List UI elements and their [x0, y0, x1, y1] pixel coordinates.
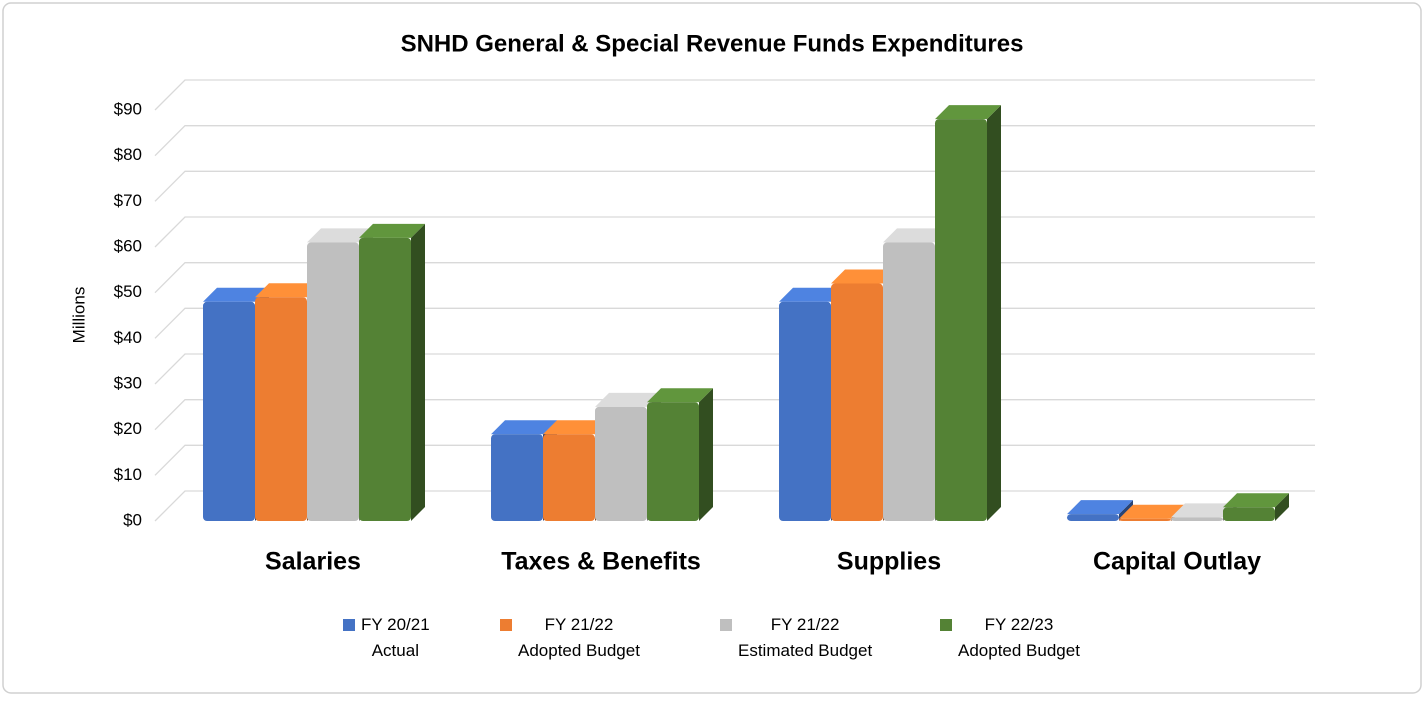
bar [595, 406, 647, 521]
y-tick-label: $0 [123, 510, 142, 529]
bar [647, 402, 699, 521]
bar-side [411, 223, 425, 521]
bar [491, 434, 543, 521]
legend-label: FY 22/23 Adopted Budget [958, 615, 1080, 660]
bar-top [831, 269, 897, 284]
bar [307, 242, 359, 521]
y-tick-label: $40 [114, 328, 142, 347]
y-tick-label: $90 [114, 99, 142, 118]
bar-top [1223, 493, 1289, 508]
bar-side [987, 105, 1001, 521]
x-tick-label: Taxes & Benefits [501, 548, 701, 576]
legend-swatch [500, 619, 512, 631]
bar-top [1067, 500, 1133, 515]
bar-top [1171, 503, 1237, 518]
bar [1223, 507, 1275, 521]
bar-top [491, 420, 557, 435]
x-tick-label: Capital Outlay [1093, 548, 1261, 576]
bar [543, 434, 595, 521]
bar [1119, 518, 1171, 521]
bar [883, 242, 935, 521]
chart-title: SNHD General & Special Revenue Funds Exp… [401, 30, 1024, 57]
bar-side [699, 388, 713, 521]
bar-top [883, 228, 949, 243]
y-tick-label: $30 [114, 373, 142, 392]
y-tick-label: $70 [114, 191, 142, 210]
bar-top [647, 388, 713, 403]
y-axis-label: Millions [69, 287, 88, 344]
legend-swatch [720, 619, 732, 631]
bar [255, 297, 307, 521]
legend-swatch [343, 619, 355, 631]
bar-top [595, 392, 661, 407]
legend-swatch [940, 619, 952, 631]
bar [831, 283, 883, 521]
y-tick-label: $10 [114, 465, 142, 484]
x-tick-label: Salaries [265, 548, 361, 576]
y-tick-label: $20 [114, 419, 142, 438]
bar-top [935, 105, 1001, 120]
bar-top [203, 287, 269, 302]
grid-line [154, 79, 1315, 111]
bar [935, 119, 987, 521]
bar-top [1119, 504, 1185, 519]
bar-top [359, 223, 425, 238]
bar [779, 301, 831, 521]
bar-top [543, 420, 609, 435]
bar-side [1275, 493, 1289, 521]
bar [359, 237, 411, 521]
bar-top [779, 287, 845, 302]
bar [1067, 514, 1119, 521]
legend-label: FY 21/22 Estimated Budget [738, 615, 873, 660]
x-tick-label: Supplies [837, 548, 941, 576]
legend-label: FY 20/21 Actual [361, 615, 430, 660]
y-tick-label: $60 [114, 236, 142, 255]
bar-top [307, 228, 373, 243]
legend-label: FY 21/22 Adopted Budget [518, 615, 640, 660]
y-tick-label: $50 [114, 282, 142, 301]
bar [203, 301, 255, 521]
y-tick-label: $80 [114, 145, 142, 164]
bar-top [255, 283, 321, 298]
bar [1171, 517, 1223, 521]
